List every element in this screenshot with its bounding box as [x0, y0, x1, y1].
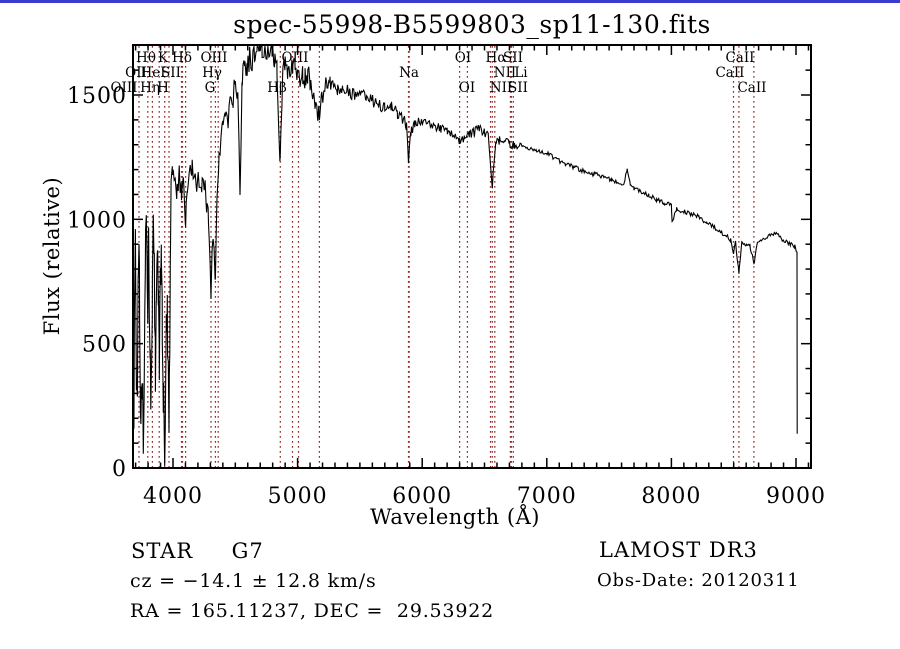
object-class-text: STAR G7 [131, 539, 264, 563]
spectral-line-label: Hα [486, 50, 507, 66]
survey-release-text: LAMOST DR3 [599, 538, 758, 562]
x-tick-label: 8000 [641, 484, 701, 509]
y-tick-label: 500 [82, 333, 127, 358]
y-tick-label: 0 [112, 457, 127, 482]
spectral-line-label: H [157, 80, 169, 96]
spectral-line-label: SII [503, 50, 523, 66]
plot-title: spec-55998-B5599803_sp11-130.fits [233, 10, 711, 39]
spectral-line-label: OIII [200, 50, 227, 66]
y-tick-label: 1000 [67, 208, 127, 233]
spectral-line-label: OI [455, 50, 471, 66]
y-tick-label: 1500 [67, 84, 127, 109]
spectral-line-label: Hθ [136, 50, 156, 66]
spectral-line-label: OI [459, 80, 475, 96]
spectrum-curve [132, 44, 798, 467]
spectral-line-label: NII [494, 65, 516, 81]
obs-date-text: Obs-Date: 20120311 [597, 570, 800, 591]
spectral-line-label: Na [399, 65, 419, 81]
spectral-line-label: G [205, 80, 216, 96]
y-axis-title: Flux (relative) [40, 176, 64, 336]
x-axis-title: Wavelength (Å) [370, 505, 540, 529]
x-tick-label: 9000 [766, 484, 826, 509]
spectral-line-label: HeI [140, 65, 165, 81]
radial-velocity-text: cz = −14.1 ± 12.8 km/s [130, 570, 377, 592]
spectral-line-label: SII [161, 65, 181, 81]
spectral-line-label: OII [125, 65, 147, 81]
spectral-line-label: Hγ [202, 65, 222, 81]
plot-border [132, 44, 812, 469]
ra-dec-text: RA = 165.11237, DEC = 29.53922 [130, 600, 494, 622]
x-tick-label: 6000 [392, 484, 452, 509]
spectral-line-label: NII [490, 80, 512, 96]
spectral-line-label: Hη [140, 80, 160, 96]
x-tick-label: 4000 [143, 484, 203, 509]
spectral-line-label: OIII [110, 80, 137, 96]
spectral-line-label: CaII [737, 80, 766, 96]
spectral-line-label: CaII [725, 50, 754, 66]
spectral-line-label: CaII [715, 65, 744, 81]
window-top-border [0, 0, 900, 3]
spectral-line-label: OIII [281, 50, 308, 66]
spectral-line-label: K [158, 50, 169, 66]
spectral-line-label: Hδ [172, 50, 192, 66]
spectral-line-label: SII [508, 80, 528, 96]
spectral-line-label: Li [514, 65, 528, 81]
x-tick-label: 5000 [268, 484, 328, 509]
x-tick-label: 7000 [517, 484, 577, 509]
